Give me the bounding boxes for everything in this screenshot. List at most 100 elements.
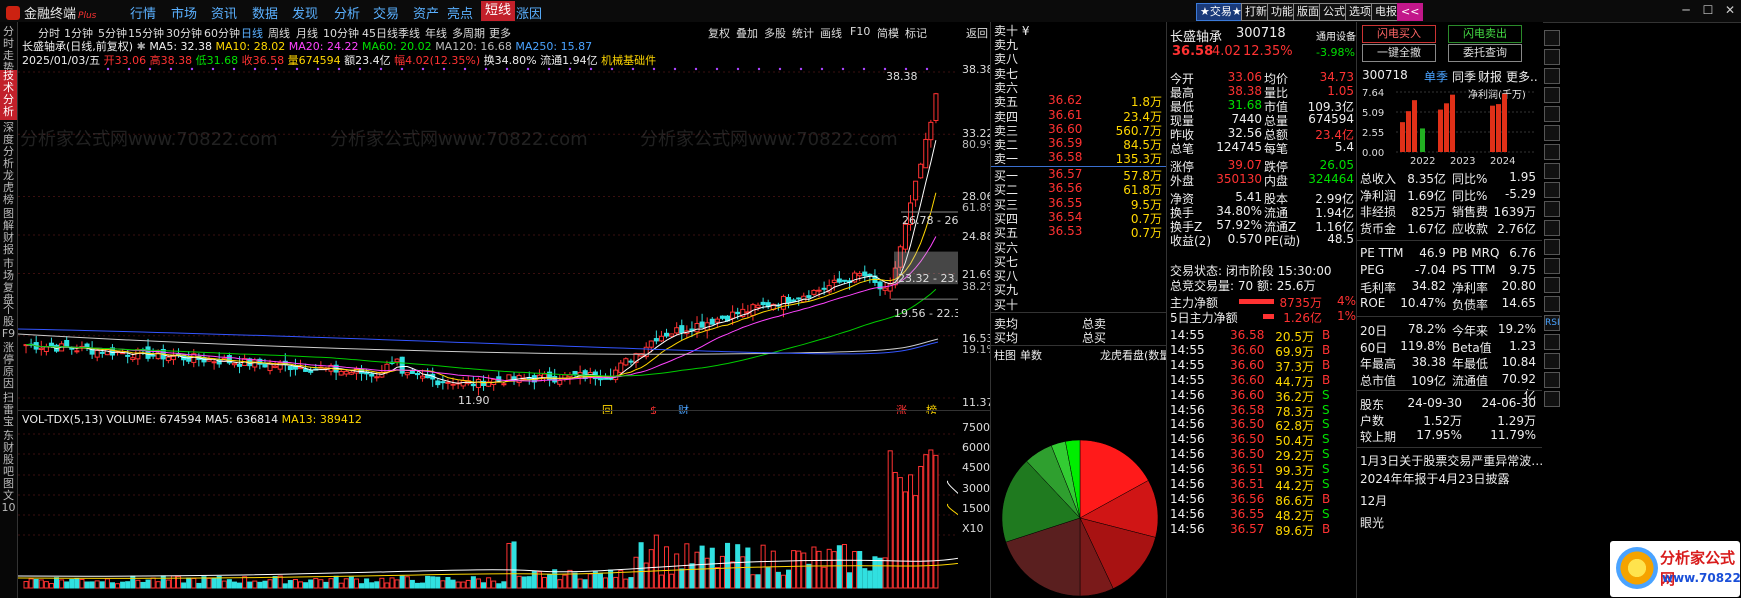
buy-level-price[interactable]: 36.57 [1048, 167, 1083, 181]
news-item[interactable]: 1月3日关于股票交易严重异常波… [1360, 454, 1542, 468]
left-tab-2[interactable]: 深度分析 [0, 122, 17, 170]
top-button-2[interactable]: 功能 [1267, 3, 1297, 21]
sidebar-tool-icon[interactable] [1544, 239, 1560, 255]
period-7[interactable]: 周线 [268, 27, 290, 40]
menu-7[interactable]: 资产 [413, 7, 440, 22]
finance-tab-0[interactable]: 单季 [1424, 70, 1449, 84]
menu-3[interactable]: 数据 [252, 7, 279, 22]
sidebar-tool-icon[interactable] [1544, 106, 1560, 122]
menu-10[interactable]: 涨因 [516, 7, 543, 22]
sidebar-tool-icon[interactable] [1544, 258, 1560, 274]
buy-level-price[interactable]: 36.54 [1048, 209, 1083, 224]
news-item[interactable]: 眼光 [1360, 516, 1385, 530]
left-tab-6[interactable]: 个股F9 [0, 304, 17, 340]
chart-tool-3[interactable]: 统计 [792, 27, 814, 40]
left-tab-10[interactable]: 图文10 [0, 478, 17, 522]
sidebar-tool-icon[interactable] [1544, 182, 1560, 198]
menu-0[interactable]: 行情 [130, 7, 157, 22]
sell-level-price[interactable]: 36.62 [1048, 93, 1083, 108]
close-icon[interactable]: ✕ [1724, 3, 1736, 17]
menu-1[interactable]: 市场 [171, 7, 198, 22]
sell-level-price[interactable]: 36.58 [1048, 150, 1083, 165]
sidebar-tool-icon[interactable] [1544, 296, 1560, 312]
finance-tab-1[interactable]: 同季 [1452, 70, 1477, 84]
maximize-icon[interactable]: ☐ [1702, 3, 1714, 17]
period-9[interactable]: 10分钟 [323, 27, 359, 40]
period-13[interactable]: 多周期 [452, 27, 485, 40]
period-4[interactable]: 30分钟 [166, 27, 202, 40]
minimize-icon[interactable]: ─ [1682, 3, 1690, 17]
chart-tool-5[interactable]: F10 [850, 25, 871, 38]
chart-tool-6[interactable]: 简模 [877, 27, 899, 40]
left-tab-8[interactable]: 扫雷宝 [0, 392, 17, 428]
left-tab-0[interactable]: 分时走势 [0, 26, 17, 74]
period-0[interactable]: 分时 [38, 27, 60, 40]
news-item[interactable]: 12月 [1360, 494, 1388, 508]
chart-tool-4[interactable]: 画线 [820, 27, 842, 40]
finance-tab-3[interactable]: 更多.. [1506, 70, 1538, 84]
top-button-1[interactable]: 打新 [1241, 3, 1271, 21]
news-item[interactable]: 2024年年报于4月23日披露 [1360, 472, 1510, 486]
menu-9[interactable]: 短线 [481, 1, 516, 21]
sidebar-tool-icon[interactable] [1544, 30, 1560, 46]
period-2[interactable]: 5分钟 [98, 27, 127, 40]
period-1[interactable]: 1分钟 [64, 27, 93, 40]
sidebar-tool-icon[interactable] [1544, 372, 1560, 388]
left-tab-7[interactable]: 涨停原因 [0, 342, 17, 390]
buy-level-price[interactable]: 36.55 [1048, 195, 1083, 210]
sidebar-tool-icon[interactable] [1544, 201, 1560, 217]
period-5[interactable]: 60分钟 [204, 27, 240, 40]
sidebar-tool-icon[interactable] [1544, 277, 1560, 293]
sidebar-tool-icon[interactable] [1544, 87, 1560, 103]
period-3[interactable]: 15分钟 [128, 27, 164, 40]
book-tab-1[interactable]: 单数 [1020, 349, 1042, 362]
menu-2[interactable]: 资讯 [211, 7, 238, 22]
sidebar-tool-icon[interactable] [1544, 163, 1560, 179]
menu-4[interactable]: 发现 [292, 7, 319, 22]
gear-icon[interactable]: ✱ [136, 40, 146, 53]
period-14[interactable]: 更多 [489, 27, 511, 40]
sell-level-price[interactable]: 36.61 [1048, 107, 1083, 122]
top-button-7[interactable]: << [1397, 3, 1424, 21]
book-tab-0[interactable]: 柱图 [994, 349, 1016, 362]
candlestick-chart[interactable]: 38.38 26.78 - 26 23.32 - 23. 19.56 - 22.3 11… [18, 64, 958, 414]
book-tab-2[interactable]: 龙虎看盘(数量) [1100, 349, 1175, 362]
entrust-query-button[interactable]: 委托查询 [1448, 44, 1522, 62]
period-11[interactable]: 季线 [398, 27, 420, 40]
chart-tool-8[interactable]: 返回 [966, 27, 988, 40]
quote-industry-tag[interactable]: 通用设备 [1316, 32, 1356, 43]
sell-level-price[interactable]: 36.60 [1048, 121, 1083, 136]
flash-buy-button[interactable]: 闪电买入 [1362, 25, 1436, 43]
chart-tool-7[interactable]: 标记 [905, 27, 927, 40]
menu-6[interactable]: 交易 [373, 7, 400, 22]
buy-level-price[interactable]: 36.56 [1048, 181, 1083, 196]
left-tab-9[interactable]: 东财股吧 [0, 430, 17, 478]
left-tab-1[interactable]: 技术分析 [0, 70, 17, 120]
sidebar-tool-icon[interactable] [1544, 391, 1560, 407]
sidebar-tool-icon[interactable] [1544, 334, 1560, 350]
chart-tool-0[interactable]: 复权 [708, 27, 730, 40]
top-button-6[interactable]: 电报 [1371, 3, 1401, 21]
cancel-all-button[interactable]: 一键全撤 [1362, 44, 1436, 62]
sidebar-tool-icon[interactable] [1544, 144, 1560, 160]
sidebar-tool-icon[interactable]: RSI [1544, 315, 1560, 331]
chart-tool-1[interactable]: 叠加 [736, 27, 758, 40]
volume-chart[interactable] [18, 426, 958, 598]
menu-8[interactable]: 亮点 [447, 7, 474, 22]
left-tab-5[interactable]: 市场复盘 [0, 258, 17, 306]
period-10[interactable]: 45日线 [362, 27, 398, 40]
sidebar-tool-icon[interactable] [1544, 220, 1560, 236]
sidebar-tool-icon[interactable] [1544, 353, 1560, 369]
period-6[interactable]: 日线 [241, 27, 263, 40]
top-button-0[interactable]: ★交易★ [1196, 3, 1246, 21]
finance-tab-2[interactable]: 财报 [1478, 70, 1503, 84]
period-12[interactable]: 年线 [425, 27, 447, 40]
flash-sell-button[interactable]: 闪电卖出 [1448, 25, 1522, 43]
left-tab-3[interactable]: 龙虎榜 [0, 170, 17, 206]
period-8[interactable]: 月线 [296, 27, 318, 40]
chart-tool-2[interactable]: 多股 [764, 27, 786, 40]
sell-level-price[interactable]: 36.59 [1048, 136, 1083, 151]
sidebar-tool-icon[interactable] [1544, 125, 1560, 141]
sidebar-tool-icon[interactable] [1544, 49, 1560, 65]
menu-5[interactable]: 分析 [334, 7, 361, 22]
